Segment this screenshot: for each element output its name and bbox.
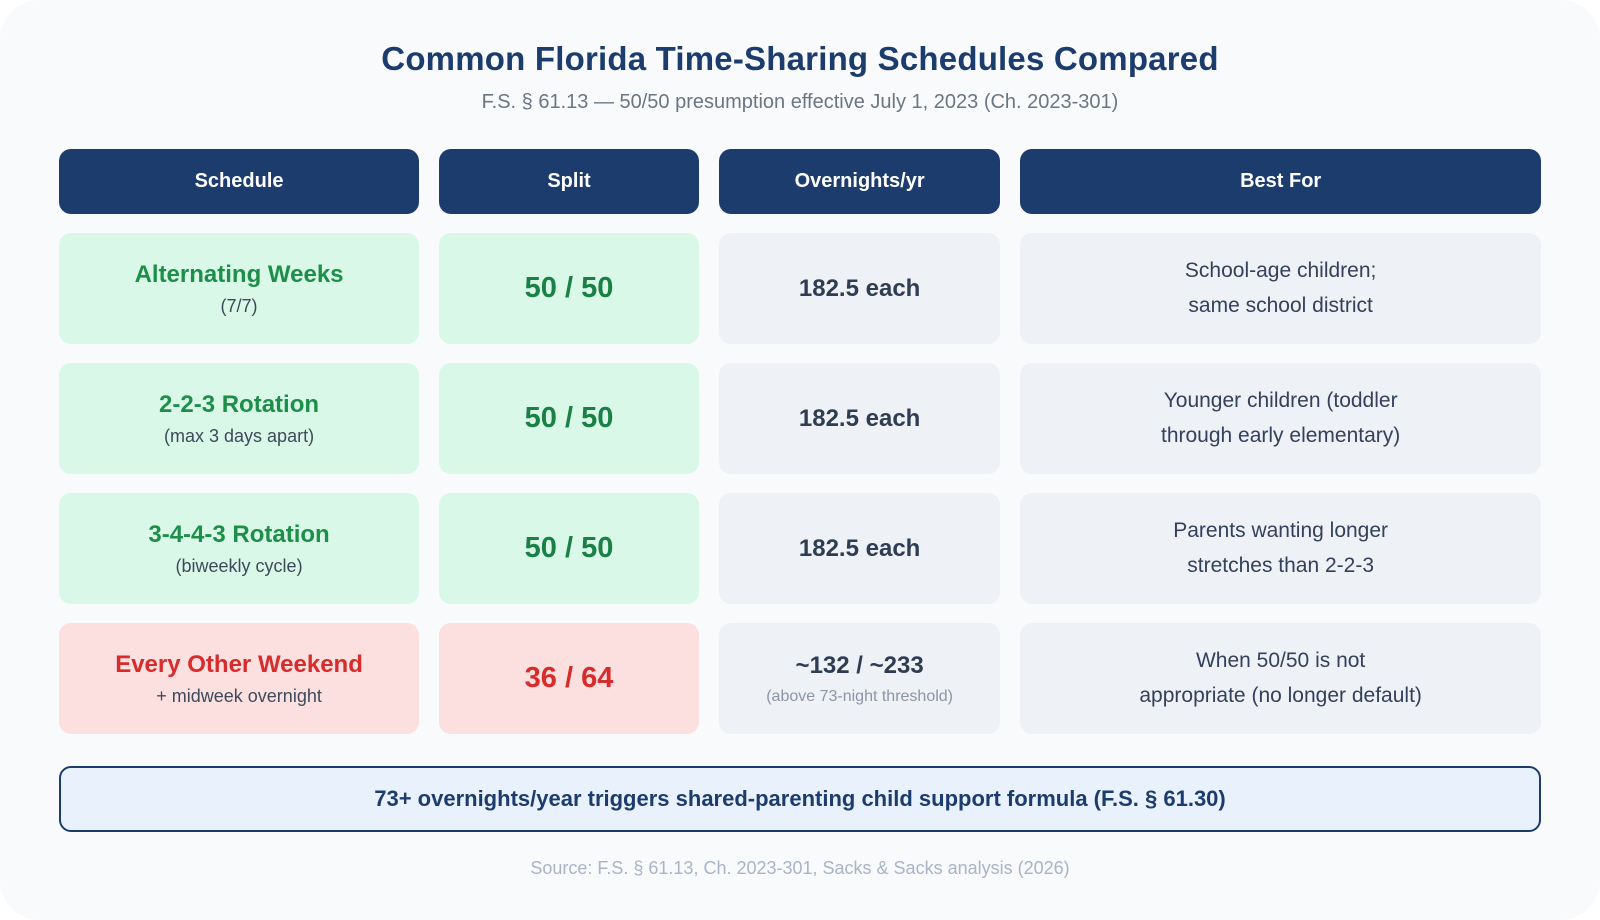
page-subtitle: F.S. § 61.13 — 50/50 presumption effecti… [481,91,1119,113]
split-value: 50 / 50 [524,272,614,304]
comparison-table: Schedule Split Overnights/yr Best For Al… [59,149,1541,734]
column-header-best-for: Best For [1020,149,1541,214]
best-for-line: Younger children (toddler [1163,388,1398,412]
table-row-1-schedule-cell: Alternating Weeks (7/7) [59,233,420,344]
table-row-2-best-for-cell: Younger children (toddler through early … [1020,363,1541,474]
table-row-4-schedule-cell: Every Other Weekend + midweek overnight [59,623,420,734]
split-value: 50 / 50 [524,402,614,434]
schedule-name: Every Other Weekend [115,650,363,678]
table-row-3-schedule-cell: 3-4-4-3 Rotation (biweekly cycle) [59,493,420,604]
best-for-text: Younger children (toddler through early … [1161,384,1400,453]
overnights-note: (above 73-night threshold) [766,687,953,705]
page-title: Common Florida Time-Sharing Schedules Co… [381,40,1219,77]
schedule-note: (7/7) [220,295,258,316]
column-header-split: Split [439,149,699,214]
table-row-3-best-for-cell: Parents wanting longer stretches than 2-… [1020,493,1541,604]
split-value: 50 / 50 [524,532,614,564]
best-for-text: Parents wanting longer stretches than 2-… [1173,514,1388,583]
best-for-line: School-age children; [1184,258,1377,282]
best-for-line: through early elementary) [1160,423,1401,447]
table-row-3-overnights-cell: 182.5 each [718,493,1001,604]
split-value: 36 / 64 [524,662,614,694]
column-header-overnights: Overnights/yr [718,149,1001,214]
schedule-name: 3-4-4-3 Rotation [148,520,330,548]
schedule-note: (biweekly cycle) [175,555,303,576]
source-attribution: Source: F.S. § 61.13, Ch. 2023-301, Sack… [530,858,1070,878]
best-for-text: School-age children; same school distric… [1185,254,1376,323]
schedule-note: + midweek overnight [156,685,322,706]
schedule-note: (max 3 days apart) [164,425,315,446]
best-for-line: Parents wanting longer [1173,518,1389,542]
best-for-text: When 50/50 is not appropriate (no longer… [1139,644,1422,713]
schedule-name: Alternating Weeks [134,260,344,288]
table-row-4-overnights-cell: ~132 / ~233 (above 73-night threshold) [718,623,1001,734]
table-row-2-split-cell: 50 / 50 [439,363,699,474]
best-for-line: stretches than 2-2-3 [1187,553,1375,577]
overnights-value: 182.5 each [798,274,921,302]
column-header-schedule: Schedule [59,149,420,214]
table-row-1-split-cell: 50 / 50 [439,233,699,344]
best-for-line: appropriate (no longer default) [1139,683,1422,707]
best-for-line: same school district [1188,293,1373,317]
threshold-callout-banner: 73+ overnights/year triggers shared-pare… [59,766,1541,832]
table-row-4-split-cell: 36 / 64 [439,623,699,734]
overnights-value: ~132 / ~233 [795,651,924,679]
overnights-value: 182.5 each [798,404,921,432]
table-row-2-schedule-cell: 2-2-3 Rotation (max 3 days apart) [59,363,420,474]
overnights-value: 182.5 each [798,534,921,562]
best-for-line: When 50/50 is not [1195,648,1366,672]
schedule-name: 2-2-3 Rotation [159,390,320,418]
table-row-2-overnights-cell: 182.5 each [718,363,1001,474]
table-row-4-best-for-cell: When 50/50 is not appropriate (no longer… [1020,623,1541,734]
table-row-1-best-for-cell: School-age children; same school distric… [1020,233,1541,344]
table-row-3-split-cell: 50 / 50 [439,493,699,604]
table-row-1-overnights-cell: 182.5 each [718,233,1001,344]
